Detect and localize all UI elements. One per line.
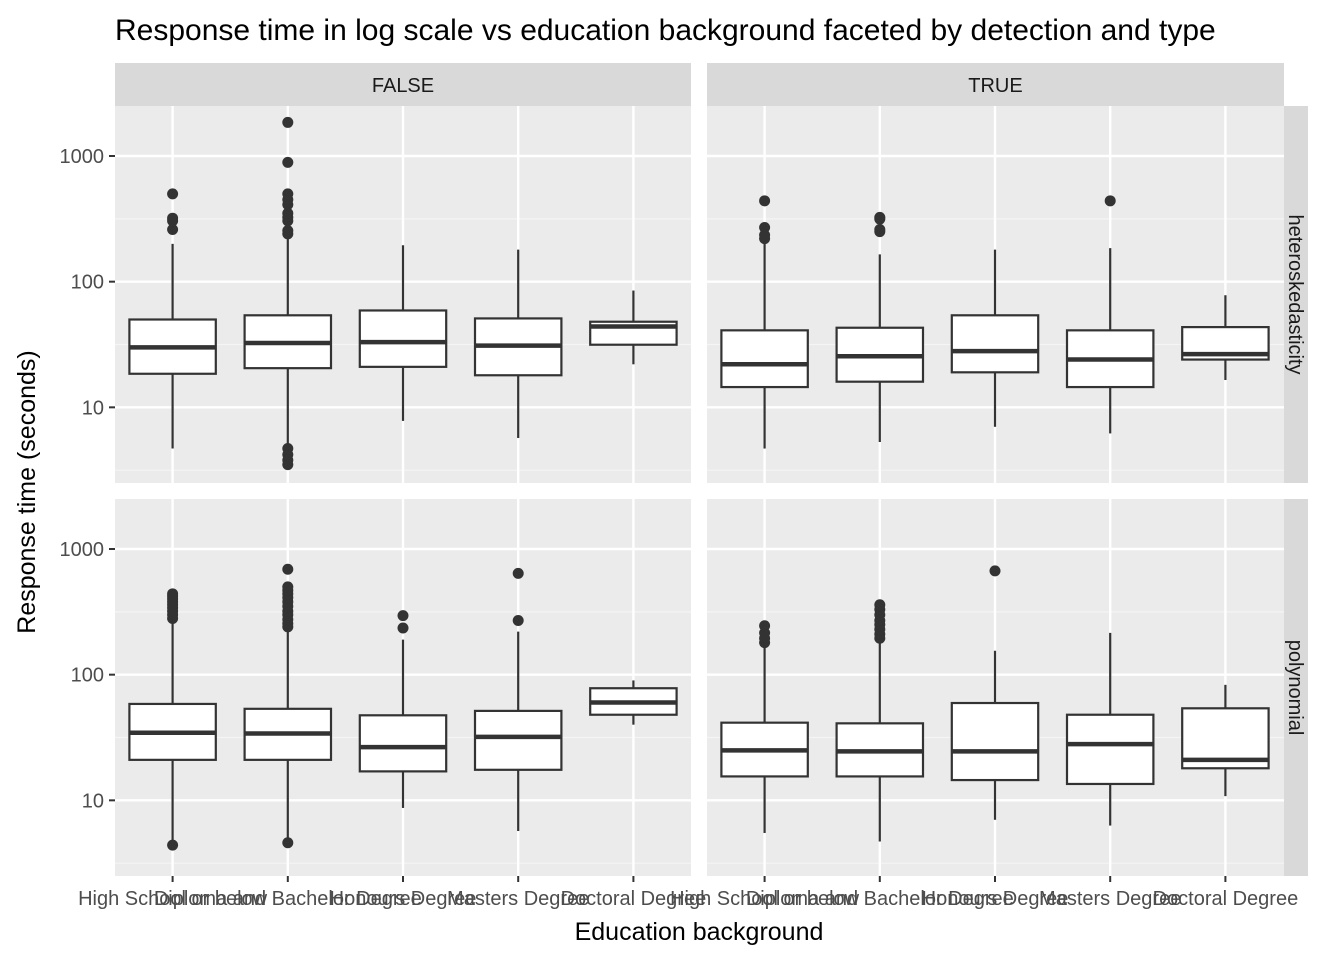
- x-tick-label: Masters Degree: [447, 888, 589, 910]
- outlier-point: [282, 156, 294, 168]
- outlier-point: [874, 599, 886, 611]
- row-strip: [1284, 499, 1308, 876]
- x-tick-label: Diploma and Bachelor Degree: [746, 888, 1014, 910]
- outlier-point: [1104, 195, 1116, 207]
- box-iqr: [950, 701, 1040, 782]
- column-strip: [707, 63, 1284, 106]
- y-tick-label: 10: [82, 790, 104, 812]
- box-iqr: [358, 714, 448, 773]
- box-iqr: [473, 709, 563, 771]
- outlier-point: [397, 610, 409, 622]
- panels-layer: FALSE TRUE heteroskedasticity polynomial 10 1…: [60, 63, 1308, 910]
- outlier-point: [397, 622, 409, 634]
- box-iqr: [720, 329, 809, 389]
- x-tick-label: High School or below: [670, 888, 860, 910]
- outlier-point: [282, 225, 294, 237]
- row-strip-label: heteroskedasticity: [1284, 214, 1306, 374]
- chart-title: Response time in log scale vs education …: [115, 14, 1216, 47]
- outlier-point: [282, 116, 294, 128]
- outlier-point: [282, 581, 294, 593]
- outlier-point: [167, 588, 179, 600]
- outlier-point: [759, 195, 771, 207]
- y-tick-label: 1000: [60, 539, 105, 561]
- column-strip: [115, 63, 691, 106]
- box-iqr: [1065, 713, 1155, 786]
- x-tick-label: Doctoral Degree: [1153, 888, 1299, 910]
- outlier-point: [167, 224, 179, 236]
- x-tick-label: Honours Degree: [330, 888, 477, 910]
- outlier-point: [282, 837, 294, 849]
- x-tick-label: Doctoral Degree: [561, 888, 707, 910]
- outlier-point: [282, 207, 294, 219]
- row-strip: [1284, 106, 1308, 483]
- y-tick-label: 1000: [60, 146, 105, 168]
- outlier-point: [282, 563, 294, 575]
- outlier-point: [874, 224, 886, 236]
- outlier-point: [759, 229, 771, 241]
- y-tick-label: 10: [82, 397, 104, 419]
- y-tick-label: 100: [71, 665, 104, 687]
- outlier-point: [759, 221, 771, 233]
- x-tick-label: High School or below: [78, 888, 268, 910]
- x-tick-label: Honours Degree: [922, 888, 1069, 910]
- outlier-point: [282, 188, 294, 200]
- x-tick-label: Masters Degree: [1039, 888, 1181, 910]
- outlier-point: [167, 212, 179, 224]
- column-strip-label: FALSE: [372, 75, 434, 97]
- outlier-point: [167, 839, 179, 851]
- row-strip-label: polynomial: [1284, 640, 1306, 736]
- x-axis-title: Education background: [575, 918, 824, 946]
- column-strip-label: TRUE: [968, 75, 1022, 97]
- outlier-point: [759, 620, 771, 632]
- outlier-point: [512, 567, 524, 579]
- x-tick-label: Diploma and Bachelor Degree: [154, 888, 422, 910]
- outlier-point: [167, 188, 179, 200]
- outlier-point: [874, 211, 886, 223]
- box-iqr: [358, 309, 448, 368]
- y-axis-title: Response time (seconds): [13, 350, 41, 633]
- outlier-point: [512, 614, 524, 626]
- outlier-point: [989, 565, 1001, 577]
- box-iqr: [950, 314, 1040, 374]
- outlier-point: [282, 459, 294, 471]
- y-tick-label: 100: [71, 272, 104, 294]
